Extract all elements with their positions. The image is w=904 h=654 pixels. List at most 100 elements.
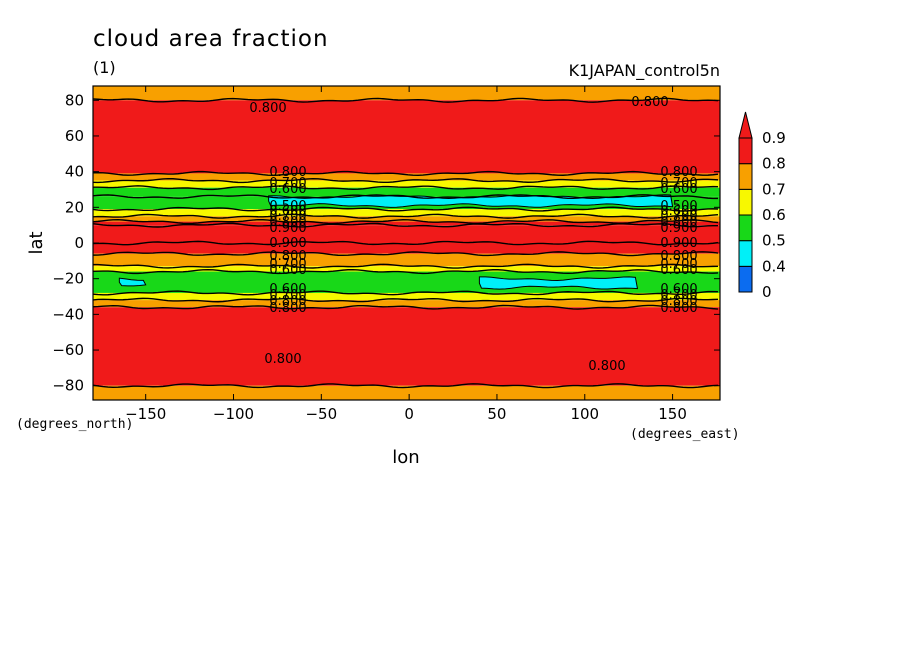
x-tick-label: −150 xyxy=(125,405,166,423)
dataset-label: K1JAPAN_control5n xyxy=(569,61,720,81)
contour-labels: 0.8000.7000.6000.5000.6000.7000.8000.900… xyxy=(249,95,697,374)
x-axis-ticks: −150 −100 −50 0 50 100 150 xyxy=(125,86,687,423)
zonal-band-9 xyxy=(93,225,720,243)
y-tick-label: 60 xyxy=(65,127,84,145)
colorbar-swatch-2 xyxy=(738,214,753,242)
x-tick-label: 50 xyxy=(487,405,506,423)
contour-line-8 xyxy=(93,222,719,228)
contour-label-west-6: 0.800 xyxy=(269,215,306,230)
contour-label-east-12: 0.600 xyxy=(660,282,697,297)
contour-label-east-0: 0.800 xyxy=(660,165,697,180)
zonal-band-17 xyxy=(93,385,720,400)
contour-label-east-10: 0.700 xyxy=(660,257,697,272)
contour-label-east-13: 0.700 xyxy=(660,288,697,303)
x-tick-label: 100 xyxy=(570,405,599,423)
contour-label-west-0: 0.800 xyxy=(269,165,306,180)
zonal-band-13 xyxy=(93,271,720,293)
zonal-band-3 xyxy=(93,180,720,188)
contour-label-west-2: 0.600 xyxy=(269,182,306,197)
contour-line-10 xyxy=(93,251,719,257)
contour-label-extra-0: 0.800 xyxy=(249,101,286,116)
contour-label-west-15: 0.800 xyxy=(269,301,306,316)
colorbar-swatch-3 xyxy=(738,188,753,216)
contour-label-west-12: 0.600 xyxy=(269,282,306,297)
contour-label-east-9: 0.800 xyxy=(660,249,697,264)
contour-label-east-1: 0.700 xyxy=(660,176,697,191)
zonal-band-10 xyxy=(93,243,720,254)
contour-label-extra-1: 0.800 xyxy=(631,95,668,110)
zonal-band-7 xyxy=(93,216,720,222)
colorbar-swatch-1 xyxy=(738,240,753,267)
x-tick-label: 0 xyxy=(404,405,414,423)
contour-label-west-10: 0.700 xyxy=(269,257,306,272)
zonal-band-12 xyxy=(93,266,720,272)
contour-label-east-2: 0.600 xyxy=(660,182,697,197)
contour-line-0 xyxy=(93,97,719,103)
contour-label-east-3: 0.500 xyxy=(660,199,697,214)
contour-line-16 xyxy=(93,383,719,389)
color-bands xyxy=(93,86,720,400)
y-tick-label: −40 xyxy=(52,305,84,323)
y-tick-label: −60 xyxy=(52,341,84,359)
colorbar-tick-label: 0.8 xyxy=(762,155,786,173)
y-axis-label: lat xyxy=(26,231,47,254)
contour-label-east-4: 0.600 xyxy=(660,204,697,219)
contour-line-3 xyxy=(93,185,719,191)
colorbar-tick-label: 0.5 xyxy=(762,232,786,250)
y-tick-label: −20 xyxy=(52,270,84,288)
zonal-band-4 xyxy=(93,187,720,197)
x-tick-label: −50 xyxy=(305,405,337,423)
zonal-band-1 xyxy=(93,100,720,174)
contour-label-east-15: 0.800 xyxy=(660,301,697,316)
contour-line-11 xyxy=(93,263,719,269)
colorbar-tick-label: 0.9 xyxy=(762,129,786,147)
x-tick-label: 150 xyxy=(658,405,687,423)
contour-line-6 xyxy=(93,213,719,219)
plot-area: 0.8000.7000.6000.5000.6000.7000.8000.900… xyxy=(93,86,720,400)
contour-label-west-5: 0.700 xyxy=(269,209,306,224)
contour-label-west-14: 0.800 xyxy=(269,294,306,309)
colorbar-tick-label: 0.4 xyxy=(762,257,786,275)
colorbar-tick-label: 0.7 xyxy=(762,180,786,198)
contour-line-1 xyxy=(93,170,719,177)
colorbar-swatch-0 xyxy=(738,265,753,293)
colorbar-extend-arrow xyxy=(738,111,753,139)
zonal-band-14 xyxy=(93,292,720,301)
colorbar: 0.9 0.8 0.7 0.6 0.5 0.4 0 xyxy=(738,111,786,301)
contour-label-east-11: 0.600 xyxy=(660,263,697,278)
x-tick-label: −100 xyxy=(213,405,254,423)
low-patch-1 xyxy=(118,277,147,287)
low-patch-2 xyxy=(478,276,639,290)
zonal-band-15 xyxy=(93,300,720,308)
contour-line-15 xyxy=(93,304,719,310)
contour-line-13 xyxy=(93,290,719,296)
contour-label-west-11: 0.600 xyxy=(269,263,306,278)
contour-label-east-7: 0.900 xyxy=(660,221,697,236)
contour-label-west-1: 0.700 xyxy=(269,176,306,191)
contour-label-west-7: 0.900 xyxy=(269,221,306,236)
chart-title: cloud area fraction xyxy=(93,26,329,52)
colorbar-tick-label: 0 xyxy=(762,283,772,301)
chart-subtitle: (1) xyxy=(93,58,116,77)
contour-label-west-13: 0.700 xyxy=(269,288,306,303)
y-tick-label: 40 xyxy=(65,163,84,181)
y-tick-label: 80 xyxy=(65,91,84,109)
contour-label-west-8: 0.900 xyxy=(269,236,306,251)
x-unit-label: (degrees_east) xyxy=(630,427,740,442)
contour-label-west-3: 0.500 xyxy=(269,199,306,214)
colorbar-tick-label: 0.6 xyxy=(762,206,786,224)
colorbar-swatch-4 xyxy=(738,163,753,190)
y-axis-ticks: −80 −60 −40 −20 0 20 40 60 80 xyxy=(52,91,720,395)
zonal-band-8 xyxy=(93,221,720,226)
contour-label-east-14: 0.800 xyxy=(660,294,697,309)
zonal-band-16 xyxy=(93,307,720,386)
contour-label-west-4: 0.600 xyxy=(269,204,306,219)
contour-line-9 xyxy=(93,240,719,246)
contour-label-east-8: 0.900 xyxy=(660,236,697,251)
colorbar-swatch-5 xyxy=(738,137,753,165)
zonal-band-6 xyxy=(93,209,720,217)
zonal-band-0 xyxy=(93,86,720,101)
y-tick-label: 20 xyxy=(65,198,84,216)
contour-label-west-9: 0.800 xyxy=(269,249,306,264)
